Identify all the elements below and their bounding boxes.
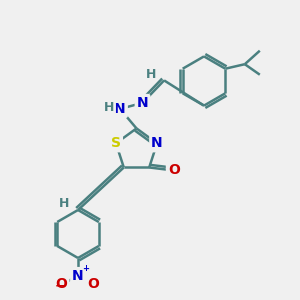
Text: H: H [146,68,156,81]
Text: N: N [114,102,126,116]
Text: O: O [87,278,99,291]
Text: N: N [137,96,148,110]
Text: H: H [104,101,115,114]
Text: H: H [59,197,70,210]
Text: N: N [72,269,84,283]
Text: +: + [82,264,89,273]
Text: −: − [55,279,65,292]
Text: O: O [168,164,180,178]
Text: N: N [151,136,163,150]
Text: S: S [111,136,121,150]
Text: O: O [56,278,68,291]
